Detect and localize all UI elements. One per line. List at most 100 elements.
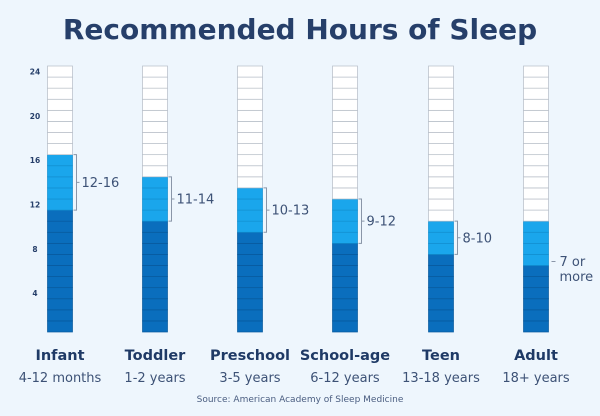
columns: 12-16 Infant 4-12 months 11-14 Toddler 1-2 ye…	[19, 65, 593, 386]
base-hours-cell	[142, 276, 168, 289]
base-hours-cell	[47, 220, 73, 233]
base-hours-cell	[47, 287, 73, 300]
range-hours-cell	[523, 220, 549, 233]
empty-hours-cell	[428, 132, 454, 144]
empty-hours-cell	[523, 109, 549, 122]
base-hours-cell	[142, 265, 168, 277]
empty-hours-cell	[237, 121, 263, 133]
base-hours-cell	[237, 287, 263, 300]
column-infant: 12-16 Infant 4-12 months	[19, 65, 120, 386]
base-hours-cell	[237, 320, 263, 333]
base-hours-cell	[523, 287, 549, 300]
base-hours-cell	[237, 309, 263, 322]
empty-hours-cell	[332, 98, 358, 111]
empty-hours-cell	[523, 121, 549, 133]
y-tick-label: 20	[30, 112, 40, 121]
base-hours-cell	[428, 298, 454, 311]
age-range-label: 13-18 years	[402, 371, 480, 386]
empty-hours-cell	[142, 87, 168, 100]
base-hours-cell	[332, 242, 358, 255]
empty-hours-cell	[428, 165, 454, 178]
base-hours-cell	[47, 276, 73, 289]
base-hours-cell	[428, 320, 454, 333]
empty-hours-cell	[47, 76, 73, 89]
base-hours-cell	[47, 231, 73, 244]
empty-hours-cell	[142, 165, 168, 178]
base-hours-cell	[523, 298, 549, 311]
empty-hours-cell	[142, 109, 168, 122]
range-hours-cell	[47, 176, 73, 189]
empty-hours-cell	[47, 65, 73, 78]
empty-hours-cell	[523, 132, 549, 144]
empty-hours-cell	[523, 187, 549, 200]
base-hours-cell	[332, 287, 358, 300]
base-hours-cell	[142, 231, 168, 244]
empty-hours-cell	[142, 143, 168, 156]
empty-hours-cell	[332, 132, 358, 144]
range-hours-cell	[47, 165, 73, 178]
empty-hours-cell	[332, 165, 358, 178]
age-range-label: 4-12 months	[19, 371, 102, 386]
base-hours-cell	[332, 265, 358, 277]
range-hours-cell	[332, 209, 358, 222]
base-hours-cell	[428, 309, 454, 322]
empty-hours-cell	[332, 187, 358, 200]
range-hours-cell	[332, 198, 358, 211]
category-label: Preschool	[210, 348, 290, 364]
empty-hours-cell	[428, 76, 454, 89]
range-bracket	[454, 220, 461, 255]
empty-hours-cell	[47, 98, 73, 111]
empty-hours-cell	[428, 198, 454, 211]
empty-hours-cell	[332, 176, 358, 189]
empty-hours-cell	[237, 76, 263, 89]
empty-hours-cell	[428, 143, 454, 156]
base-hours-cell	[47, 320, 73, 333]
range-hours-cell	[47, 187, 73, 200]
base-hours-cell	[237, 276, 263, 289]
empty-hours-cell	[332, 65, 358, 78]
range-hours-cell	[523, 242, 549, 255]
range-hours-cell	[428, 242, 454, 255]
base-hours-cell	[332, 254, 358, 266]
base-hours-cell	[47, 298, 73, 311]
empty-hours-cell	[142, 98, 168, 111]
age-range-label: 18+ years	[502, 371, 570, 386]
column-teen: 8-10 Teen 13-18 years	[402, 65, 492, 386]
empty-hours-cell	[237, 143, 263, 156]
empty-hours-cell	[47, 132, 73, 144]
range-hours-cell	[332, 231, 358, 244]
empty-hours-cell	[428, 209, 454, 222]
range-hours-cell	[47, 154, 73, 167]
y-tick-label: 16	[30, 156, 40, 165]
range-hours-cell	[142, 198, 168, 211]
empty-hours-cell	[428, 98, 454, 111]
range-bracket	[73, 154, 80, 211]
base-hours-cell	[47, 242, 73, 255]
y-tick-label: 24	[30, 68, 40, 77]
base-hours-cell	[47, 265, 73, 277]
range-hours-cell	[142, 187, 168, 200]
empty-hours-cell	[332, 121, 358, 133]
empty-hours-cell	[237, 176, 263, 189]
range-hours-cell	[47, 198, 73, 211]
empty-hours-cell	[523, 65, 549, 78]
base-hours-cell	[523, 320, 549, 333]
empty-hours-cell	[523, 98, 549, 111]
empty-hours-cell	[332, 109, 358, 122]
age-range-label: 1-2 years	[124, 371, 185, 386]
base-hours-cell	[332, 309, 358, 322]
category-label: Toddler	[125, 348, 186, 364]
category-label: Infant	[35, 348, 84, 364]
base-hours-cell	[428, 276, 454, 289]
base-hours-cell	[237, 298, 263, 311]
empty-hours-cell	[332, 76, 358, 89]
range-hours-cell	[332, 220, 358, 233]
empty-hours-cell	[237, 98, 263, 111]
base-hours-cell	[237, 265, 263, 277]
range-label: 12-16	[82, 176, 120, 191]
range-label: 10-13	[272, 204, 310, 219]
empty-hours-cell	[523, 143, 549, 156]
base-hours-cell	[142, 309, 168, 322]
chart-title: Recommended Hours of Sleep	[63, 13, 537, 46]
empty-hours-cell	[142, 132, 168, 144]
